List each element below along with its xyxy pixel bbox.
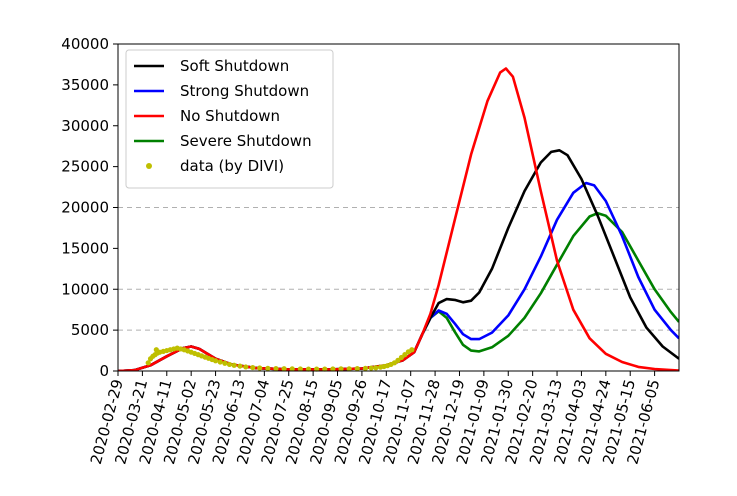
data-point [243, 364, 249, 370]
data-point [222, 360, 228, 366]
data-point [314, 366, 320, 372]
data-point [338, 366, 344, 372]
y-tick-label: 40000 [61, 35, 109, 53]
data-point [398, 354, 405, 361]
legend-label: data (by DIVI) [180, 157, 284, 175]
legend-label: No Shutdown [180, 107, 280, 125]
series-line-2 [118, 67, 679, 371]
data-point [273, 365, 279, 372]
data-point [409, 347, 415, 353]
y-axis: 0 5000 10000 15000 20000 25000 30000 35000 40000 [61, 35, 118, 380]
data-point [330, 366, 336, 372]
data-point [373, 365, 379, 371]
data-point [217, 359, 223, 365]
series-layer [118, 67, 679, 372]
data-point [212, 358, 219, 364]
grid-lines [118, 207, 679, 331]
y-tick-label: 0 [99, 362, 109, 380]
data-point [289, 366, 295, 372]
data-point [281, 366, 287, 372]
x-axis: 2020-02-292020-03-212020-04-112020-05-02… [87, 371, 663, 466]
data-point [257, 365, 263, 371]
y-tick-label: 30000 [61, 117, 109, 135]
data-point [265, 365, 271, 371]
legend-marker [146, 163, 152, 169]
y-tick-label: 25000 [61, 158, 109, 176]
y-tick-label: 10000 [61, 280, 109, 298]
data-point [226, 361, 233, 368]
legend-label: Soft Shutdown [180, 57, 289, 75]
data-point [145, 360, 151, 366]
data-point [237, 363, 243, 369]
data-point [362, 365, 368, 371]
data-point [346, 366, 352, 372]
data-point [322, 366, 328, 372]
series-line-3 [118, 211, 679, 371]
y-tick-label: 35000 [61, 76, 109, 94]
data-point [402, 352, 408, 358]
legend-label: Strong Shutdown [180, 82, 309, 100]
data-point [354, 366, 360, 372]
y-tick-label: 15000 [61, 239, 109, 257]
legend-label: Severe Shutdown [180, 132, 312, 150]
legend-box [125, 49, 334, 189]
data-point [305, 366, 312, 372]
y-tick-label: 5000 [71, 321, 109, 339]
data-point [395, 357, 401, 363]
data-point [297, 366, 303, 372]
y-tick-label: 20000 [61, 199, 109, 217]
data-point [231, 362, 237, 368]
data-point [250, 364, 256, 371]
legend: Soft Shutdown Strong Shutdown No Shutdown S… [125, 49, 334, 189]
data-point [368, 365, 374, 371]
